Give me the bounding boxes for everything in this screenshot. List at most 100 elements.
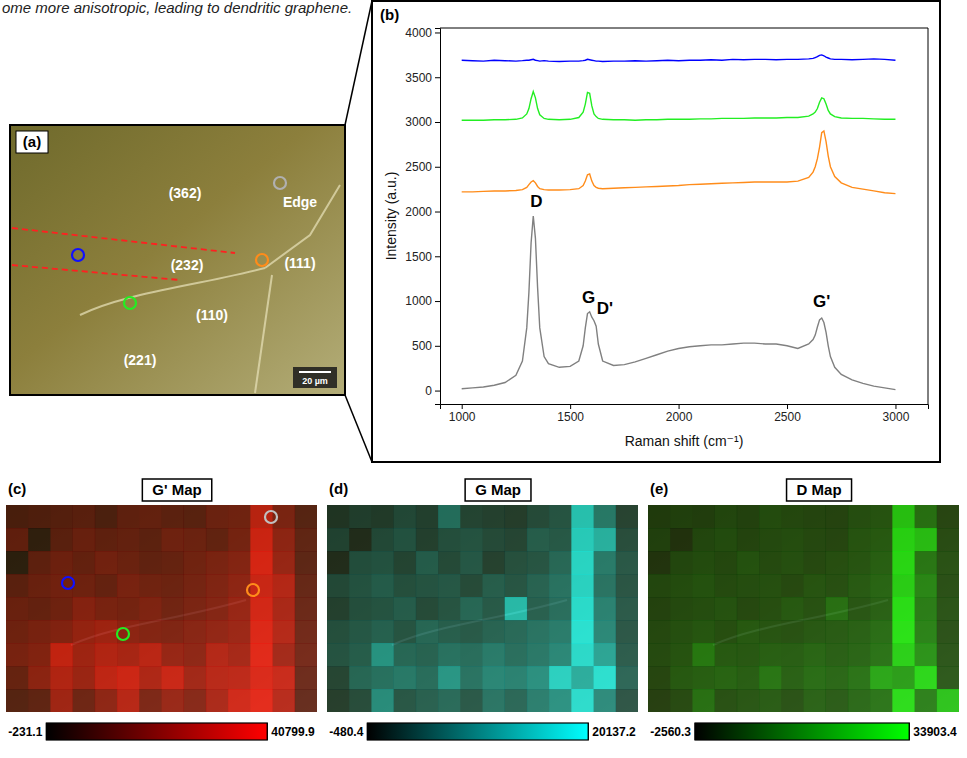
map-cell (781, 551, 804, 574)
x-axis: 10001500200025003000 (441, 404, 929, 424)
y-tick-mark (435, 212, 440, 213)
map-cell (483, 597, 506, 620)
map-cell (394, 620, 417, 643)
map-cell (527, 551, 550, 574)
colorbar-tick (695, 723, 696, 740)
map-cell (295, 643, 317, 666)
map-cell (371, 689, 394, 712)
map-cell (781, 620, 804, 643)
map-cell (616, 505, 638, 528)
map-cell (892, 666, 915, 689)
panel-label: (e) (650, 480, 668, 497)
map-cell (117, 597, 140, 620)
map-title-box (465, 479, 531, 501)
map-cell (826, 528, 849, 551)
map-cell (162, 643, 185, 666)
map-cell (483, 574, 506, 597)
map-cell (737, 666, 760, 689)
map-cell (527, 643, 550, 666)
map-cell (184, 551, 207, 574)
map-cell (28, 597, 51, 620)
map-cell (228, 620, 251, 643)
map-cell (295, 528, 317, 551)
map-cell (781, 597, 804, 620)
map-cell (892, 620, 915, 643)
map-cell (438, 528, 461, 551)
map-title-box (787, 479, 852, 501)
map-cell (715, 574, 738, 597)
map-cell (571, 551, 594, 574)
map-cell (349, 689, 372, 712)
map-cell (848, 597, 871, 620)
map-cell (571, 574, 594, 597)
map-cell (715, 620, 738, 643)
facet-label: (110) (196, 307, 228, 323)
map-cell (73, 643, 96, 666)
x-tick-mark (570, 404, 571, 409)
map-cell (28, 574, 51, 597)
map-cell (184, 689, 207, 712)
map-cell (349, 574, 372, 597)
colorbar (367, 723, 588, 740)
map-cell (273, 620, 296, 643)
map-cell (95, 551, 118, 574)
map-cell (416, 643, 439, 666)
map-cell (416, 620, 439, 643)
map-cell (594, 643, 617, 666)
map-cell (848, 620, 871, 643)
map-cell (692, 666, 715, 689)
map-cell (527, 597, 550, 620)
x-tick: 2500 (774, 404, 801, 424)
map-cell (804, 551, 827, 574)
map-cell (206, 505, 229, 528)
x-tick-label: 1500 (557, 410, 584, 424)
map-cell (460, 620, 483, 643)
plot-frame (440, 28, 928, 29)
map-cell (349, 528, 372, 551)
map-cell (616, 551, 638, 574)
map-cell (295, 597, 317, 620)
map-cell (549, 689, 572, 712)
colorbar (46, 723, 267, 740)
map-cell (139, 551, 162, 574)
x-tick-mark (462, 404, 463, 409)
map-cell (892, 505, 915, 528)
map-cell (715, 597, 738, 620)
map-cell (892, 528, 915, 551)
map-cell (250, 597, 273, 620)
map-cell (327, 574, 350, 597)
map-cell (6, 551, 29, 574)
map-cell (848, 505, 871, 528)
map-cells (648, 505, 959, 712)
map-cell (892, 689, 915, 712)
map-cell (206, 689, 229, 712)
map-cell (394, 574, 417, 597)
x-tick: 2000 (666, 404, 693, 424)
map-cell (206, 574, 229, 597)
map-cell (250, 551, 273, 574)
map-cell (28, 528, 51, 551)
map-cell (416, 551, 439, 574)
map-cell (184, 574, 207, 597)
map-cell (184, 620, 207, 643)
map-cell (371, 505, 394, 528)
map-cell (206, 597, 229, 620)
map-cell (327, 689, 350, 712)
map-cell (73, 528, 96, 551)
map-cell (594, 505, 617, 528)
map-cell (870, 574, 893, 597)
map-cell (670, 597, 693, 620)
dashed-guide (12, 265, 180, 280)
map-cell (162, 505, 185, 528)
map-cell (670, 666, 693, 689)
map-cell (327, 551, 350, 574)
map-cell (826, 666, 849, 689)
map-cell (117, 620, 140, 643)
map-cell (505, 620, 528, 643)
map-cell (228, 551, 251, 574)
map-cell (327, 620, 350, 643)
map-cell (915, 528, 938, 551)
map-cell (73, 689, 96, 712)
map-cell (460, 643, 483, 666)
map-cell (371, 666, 394, 689)
